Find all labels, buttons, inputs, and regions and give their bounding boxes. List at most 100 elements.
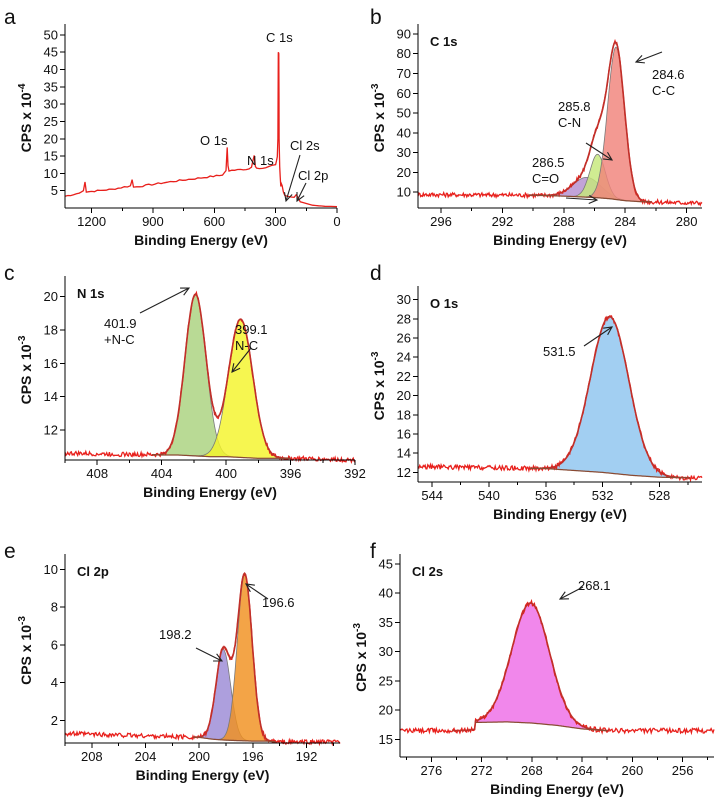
y-tick-label: 80 xyxy=(397,46,411,61)
x-tick-label: 1200 xyxy=(77,214,106,229)
annotation-285.8: 285.8C-N xyxy=(558,99,614,161)
y-tick-label: 30 xyxy=(397,292,411,307)
annotation-value: 286.5 xyxy=(532,155,565,170)
y-tick-label: 10 xyxy=(44,166,58,181)
fit-envelope-line xyxy=(192,572,276,743)
y-tick-label: 30 xyxy=(397,145,411,160)
x-tick-label: 276 xyxy=(421,763,443,778)
x-tick-label: 536 xyxy=(535,488,557,503)
annotation-n-1s: N 1s xyxy=(247,153,274,168)
annotation-value: 285.8 xyxy=(558,99,591,114)
y-tick-label: 45 xyxy=(379,556,393,571)
panel-letter: b xyxy=(370,6,382,29)
x-tick-label: 280 xyxy=(676,214,698,229)
x-tick-label: 396 xyxy=(280,466,302,481)
annotation-assignment: C-C xyxy=(652,83,675,98)
x-tick-label: 260 xyxy=(622,763,644,778)
plot-content xyxy=(64,290,356,464)
y-tick-label: 20 xyxy=(44,289,58,304)
annotation-arrow-head xyxy=(634,55,645,64)
y-tick-label: 30 xyxy=(44,97,58,112)
x-tick-label: 204 xyxy=(135,749,157,764)
y-tick-label: 2 xyxy=(51,713,58,728)
annotation-value: Cl 2p xyxy=(298,168,328,183)
annotation-value: 196.6 xyxy=(262,595,295,610)
background-line xyxy=(528,194,652,203)
annotation-value: O 1s xyxy=(200,133,228,148)
annotation-arrow-head xyxy=(231,363,241,373)
annotation-value: N 1s xyxy=(247,153,274,168)
y-axis-label: CPS x 10-3 xyxy=(370,83,387,152)
y-axis-label: CPS x 10-3 xyxy=(352,623,369,692)
x-tick-label: 292 xyxy=(492,214,514,229)
annotation-value: 198.2 xyxy=(159,627,192,642)
y-tick-label: 24 xyxy=(397,350,411,365)
annotation-arrow-head xyxy=(603,151,614,161)
panel-c: c N 1s 408 404 400 396 392 12 14 16 18 20 Binding En… xyxy=(4,262,366,500)
annotation-value: 401.9 xyxy=(104,316,137,331)
plot-content xyxy=(399,598,715,736)
annotation-arrow-shaft xyxy=(231,347,252,373)
y-tick-label: 20 xyxy=(397,388,411,403)
x-tick-label: 544 xyxy=(421,488,443,503)
y-tick-label: 40 xyxy=(44,62,58,77)
panel-title: O 1s xyxy=(430,296,458,311)
y-tick-label: 14 xyxy=(397,446,411,461)
x-tick-label: 268 xyxy=(521,763,543,778)
y-tick-label: 18 xyxy=(44,323,58,338)
y-tick-label: 12 xyxy=(397,465,411,480)
x-tick-label: 392 xyxy=(344,466,366,481)
annotation-arrow-head xyxy=(558,591,569,600)
y-tick-label: 90 xyxy=(397,26,411,41)
annotation-arrow-shaft xyxy=(296,182,307,202)
x-tick-label: 284 xyxy=(614,214,636,229)
y-tick-label: 12 xyxy=(44,423,58,438)
y-tick-label: 15 xyxy=(379,732,393,747)
annotation-cl-2s: Cl 2s xyxy=(283,138,320,203)
annotation-value: Cl 2s xyxy=(290,138,320,153)
y-tick-label: 26 xyxy=(397,331,411,346)
x-tick-label: 272 xyxy=(471,763,493,778)
y-axis-label: CPS x 10-3 xyxy=(17,616,34,685)
panel-d: d O 1s 544 540 536 532 528 12 14 16 18 20 22 24 26 28 30… xyxy=(370,262,703,522)
annotation-arrow-head xyxy=(180,287,191,296)
annotation-arrow-shaft xyxy=(585,142,613,161)
annotation-arrow-shaft xyxy=(565,197,598,201)
x-tick-label: 400 xyxy=(215,466,237,481)
y-tick-label: 35 xyxy=(379,615,393,630)
fit-envelope-line xyxy=(452,602,609,732)
background-line xyxy=(529,467,690,479)
annotation-arrow-head xyxy=(603,326,614,336)
annotation-assignment: +N-C xyxy=(104,332,135,347)
panel-letter: d xyxy=(370,262,382,285)
panel-letter: f xyxy=(370,540,376,563)
x-tick-label: 0 xyxy=(333,214,340,229)
annotation-401.9: 401.9+N-C xyxy=(104,287,191,347)
y-tick-label: 50 xyxy=(397,106,411,121)
y-tick-label: 16 xyxy=(44,356,58,371)
series-line-survey xyxy=(64,51,338,208)
background-line xyxy=(193,736,276,743)
y-tick-label: 15 xyxy=(44,149,58,164)
annotation-c-1s: C 1s xyxy=(266,30,293,45)
annotation-value: C 1s xyxy=(266,30,293,45)
annotation-399.1: 399.1N-C xyxy=(231,322,268,373)
annotation-arrow-head xyxy=(244,583,255,593)
y-tick-label: 22 xyxy=(397,369,411,384)
annotation-arrow-shaft xyxy=(139,287,190,314)
y-tick-label: 20 xyxy=(44,131,58,146)
annotation-198.2: 198.2 xyxy=(159,627,224,662)
panel-title: Cl 2s xyxy=(412,564,443,579)
panel-letter: a xyxy=(4,6,16,29)
annotation-value: 284.6 xyxy=(652,67,685,82)
panel-letter: c xyxy=(4,262,15,285)
y-tick-label: 25 xyxy=(44,114,58,129)
x-tick-label: 196 xyxy=(242,749,264,764)
x-tick-label: 408 xyxy=(86,466,108,481)
x-tick-label: 540 xyxy=(478,488,500,503)
plot-content xyxy=(64,572,341,747)
x-tick-label: 208 xyxy=(81,749,103,764)
background-line xyxy=(152,454,291,459)
annotation-assignment: N-C xyxy=(235,338,258,353)
x-tick-label: 192 xyxy=(296,749,318,764)
